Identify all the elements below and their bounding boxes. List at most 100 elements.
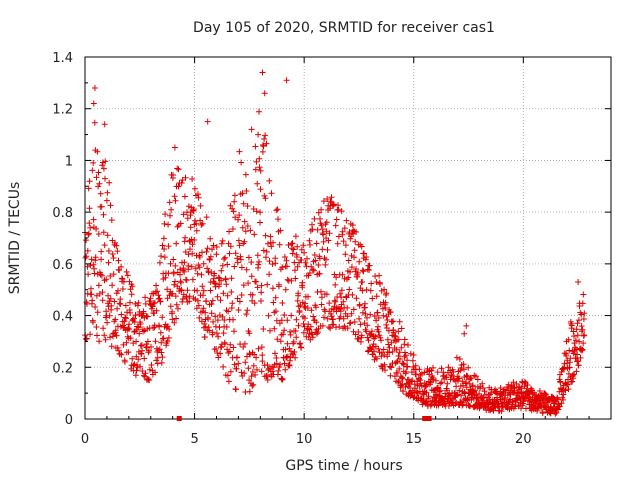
data-point <box>237 256 244 263</box>
data-point <box>223 281 230 288</box>
data-point <box>350 306 357 313</box>
data-point <box>469 382 476 389</box>
data-point <box>88 291 95 298</box>
data-point <box>407 350 414 357</box>
data-point <box>227 368 234 375</box>
data-point <box>109 282 116 289</box>
x-tick-label: 0 <box>81 432 89 447</box>
data-point <box>388 339 395 346</box>
data-point <box>204 245 211 252</box>
data-point <box>135 299 142 306</box>
data-point <box>369 344 376 351</box>
data-point <box>154 360 161 367</box>
data-point <box>319 246 326 253</box>
axis-ticks: 0 0.2 0.4 0.6 0.8 1 1.2 1.4 0 5 10 15 20 <box>52 51 611 447</box>
data-point <box>232 386 239 393</box>
data-point <box>299 279 306 286</box>
data-point <box>164 338 171 345</box>
data-point <box>264 377 271 383</box>
data-point <box>401 336 408 343</box>
data-point <box>267 327 273 334</box>
data-point <box>281 312 288 318</box>
data-point <box>252 166 259 173</box>
data-point <box>214 317 221 324</box>
data-point <box>403 368 410 375</box>
data-point <box>169 308 176 315</box>
data-point <box>235 307 242 313</box>
data-point <box>213 345 220 352</box>
data-point <box>390 318 397 325</box>
data-point <box>246 350 253 357</box>
data-point <box>264 362 271 368</box>
data-point <box>375 315 382 321</box>
data-point <box>479 380 486 387</box>
data-point <box>323 291 330 298</box>
data-point <box>445 364 452 371</box>
data-point <box>279 376 286 383</box>
data-point <box>304 255 310 262</box>
data-point <box>159 314 166 321</box>
data-point <box>139 368 146 374</box>
data-point <box>238 264 245 271</box>
data-point <box>173 315 180 322</box>
data-point <box>207 235 214 242</box>
data-point <box>438 365 445 372</box>
data-point <box>240 200 247 207</box>
data-point <box>292 354 299 361</box>
data-point <box>279 376 285 383</box>
data-point <box>179 298 186 305</box>
data-point <box>400 388 407 394</box>
data-point <box>203 298 210 305</box>
data-point <box>103 276 110 283</box>
data-point <box>344 304 351 311</box>
data-point <box>294 243 301 250</box>
data-point <box>231 263 238 270</box>
data-point <box>153 307 160 314</box>
data-point <box>136 330 143 337</box>
data-point <box>270 364 277 371</box>
data-point <box>86 205 93 212</box>
data-point <box>248 273 255 280</box>
data-point <box>470 388 477 395</box>
data-point <box>102 158 109 165</box>
data-point <box>398 344 405 351</box>
data-point <box>339 271 346 278</box>
data-point <box>413 371 420 378</box>
data-point <box>107 202 114 209</box>
data-point <box>110 333 116 340</box>
data-point <box>281 360 288 367</box>
data-point <box>318 294 325 301</box>
data-point <box>119 286 126 292</box>
data-point <box>204 118 211 125</box>
data-point <box>408 378 415 385</box>
data-point <box>101 121 108 128</box>
data-point <box>335 206 342 213</box>
zero-marker <box>422 416 428 421</box>
data-point <box>196 254 203 260</box>
data-point <box>481 388 488 395</box>
data-point <box>318 301 325 308</box>
data-point <box>166 199 173 206</box>
data-point <box>577 354 584 361</box>
data-point <box>228 275 235 282</box>
data-point <box>214 293 221 300</box>
data-point <box>257 167 264 174</box>
data-point <box>307 323 314 330</box>
data-point <box>177 266 184 273</box>
data-point <box>405 342 411 348</box>
data-point <box>180 265 187 272</box>
data-point <box>563 381 570 388</box>
data-point <box>344 313 351 320</box>
data-point <box>246 388 253 395</box>
data-point <box>284 263 290 270</box>
data-point <box>444 387 451 394</box>
data-point <box>434 369 441 376</box>
data-point <box>214 350 221 356</box>
data-point <box>351 319 358 325</box>
data-point <box>382 367 388 374</box>
data-point <box>292 275 299 282</box>
data-point <box>137 342 144 349</box>
data-point <box>224 372 231 379</box>
data-point <box>320 231 327 238</box>
data-point <box>191 185 198 192</box>
